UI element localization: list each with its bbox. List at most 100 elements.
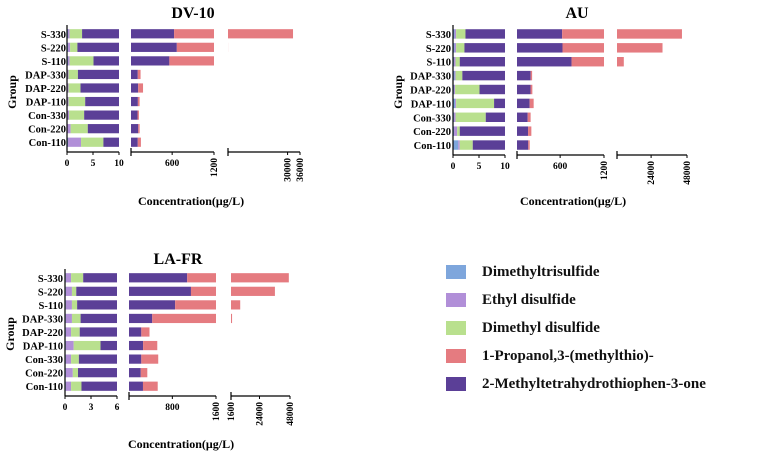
- bar-1-propanol-3-methylthio: [562, 29, 604, 39]
- bar-1-propanol-3-methylthio: [617, 29, 682, 39]
- category-label: DAP-330: [25, 70, 66, 81]
- panel-title: LA-FR: [154, 251, 203, 268]
- legend-swatch: [446, 349, 466, 363]
- legend-item: 2-Methyltetrahydrothiophen-3-one: [446, 370, 758, 398]
- bar-ethyl-disulfide: [68, 137, 82, 147]
- bar-ethyl-disulfide: [67, 110, 70, 120]
- bar-2-methyltetrahydrothiophen-3-one: [517, 70, 531, 81]
- legend: Dimethyltrisulfide Ethyl disulfide Dimet…: [446, 258, 758, 398]
- bar-ethyl-disulfide: [454, 29, 457, 39]
- bar-dimethyltrisulfide: [453, 29, 455, 39]
- bar-ethyl-disulfide: [65, 273, 72, 283]
- bar-2-methyltetrahydrothiophen-3-one: [79, 327, 117, 337]
- bar-1-propanol-3-methylthio: [231, 313, 233, 324]
- bar-ethyl-disulfide: [68, 29, 70, 39]
- bar-ethyl-disulfide: [65, 368, 73, 378]
- category-label: Con-330: [25, 355, 63, 366]
- bar-1-propanol-3-methylthio: [175, 300, 216, 310]
- bar-ethyl-disulfide: [68, 42, 71, 52]
- panel-title: AU: [565, 5, 589, 22]
- bar-dimethyl-disulfide: [456, 43, 465, 53]
- bar-1-propanol-3-methylthio: [137, 96, 140, 107]
- y-axis-label: Group: [391, 75, 405, 109]
- legend-item: Ethyl disulfide: [446, 286, 758, 314]
- bar-dimethyl-disulfide: [71, 273, 84, 283]
- category-label: DAP-110: [23, 342, 63, 353]
- bar-dimethyltrisulfide: [453, 140, 459, 150]
- bar-2-methyltetrahydrothiophen-3-one: [129, 327, 142, 337]
- bar-1-propanol-3-methylthio: [530, 84, 533, 95]
- bar-dimethyl-disulfide: [455, 70, 463, 81]
- panel-la-fr: LA-FR Group Concentration(μg/L) S-330 S-2…: [3, 251, 296, 451]
- bar-1-propanol-3-methylthio: [176, 42, 214, 52]
- y-axis-label: Group: [5, 75, 19, 109]
- bar-ethyl-disulfide: [454, 57, 456, 67]
- bar-2-methyltetrahydrothiophen-3-one: [77, 300, 117, 310]
- bar-dimethyl-disulfide: [72, 368, 78, 378]
- bar-dimethyltrisulfide: [453, 43, 455, 53]
- bar-2-methyltetrahydrothiophen-3-one: [517, 84, 531, 95]
- bar-dimethyl-disulfide: [68, 69, 78, 80]
- category-label: DAP-110: [26, 98, 66, 109]
- legend-swatch: [446, 377, 466, 391]
- legend-item: Dimethyl disulfide: [446, 314, 758, 342]
- bar-2-methyltetrahydrothiophen-3-one: [472, 140, 505, 150]
- bar-1-propanol-3-methylthio: [137, 69, 141, 80]
- bar-dimethyl-disulfide: [71, 354, 79, 364]
- legend-item: 1-Propanol,3-(methylthio)-: [446, 342, 758, 370]
- bar-1-propanol-3-methylthio: [141, 354, 159, 364]
- category-label: DAP-220: [410, 86, 451, 97]
- bar-1-propanol-3-methylthio: [617, 43, 663, 53]
- bar-1-propanol-3-methylthio: [187, 273, 216, 283]
- bar-1-propanol-3-methylthio: [528, 140, 530, 150]
- bar-2-methyltetrahydrothiophen-3-one: [103, 137, 119, 147]
- x-tick-label: 1200: [210, 158, 220, 177]
- bar-2-methyltetrahydrothiophen-3-one: [129, 286, 191, 296]
- category-label: S-220: [41, 43, 66, 54]
- bar-1-propanol-3-methylthio: [528, 126, 532, 136]
- bar-2-methyltetrahydrothiophen-3-one: [81, 381, 117, 391]
- x-tick-label: 0: [65, 159, 70, 169]
- bar-2-methyltetrahydrothiophen-3-one: [517, 126, 529, 136]
- bar-2-methyltetrahydrothiophen-3-one: [76, 286, 117, 296]
- bar-ethyl-disulfide: [65, 340, 74, 351]
- category-label: S-330: [41, 30, 66, 41]
- bar-2-methyltetrahydrothiophen-3-one: [131, 124, 139, 134]
- bar-1-propanol-3-methylthio: [190, 286, 216, 296]
- bar-2-methyltetrahydrothiophen-3-one: [129, 313, 153, 324]
- x-tick-label: 0: [63, 403, 68, 413]
- x-tick-label: 10: [500, 162, 510, 172]
- x-tick-label: 10: [114, 159, 124, 169]
- x-tick-label: 48000: [286, 402, 296, 426]
- bar-dimethyl-disulfide: [69, 110, 85, 120]
- x-tick-label: 1200: [600, 161, 610, 180]
- bar-2-methyltetrahydrothiophen-3-one: [129, 368, 141, 378]
- bar-2-methyltetrahydrothiophen-3-one: [93, 56, 119, 66]
- bar-dimethyl-disulfide: [69, 56, 94, 66]
- x-tick-label: 0: [451, 162, 456, 172]
- bar-1-propanol-3-methylthio: [137, 137, 141, 147]
- bar-ethyl-disulfide: [455, 98, 457, 109]
- bar-ethyl-disulfide: [65, 327, 72, 337]
- legend-swatch: [446, 321, 466, 335]
- bar-dimethyl-disulfide: [455, 57, 460, 67]
- bar-dimethyl-disulfide: [457, 126, 460, 136]
- bar-dimethyl-disulfide: [73, 340, 101, 351]
- category-label: S-220: [38, 287, 63, 298]
- x-tick-label: 48000: [683, 161, 693, 185]
- legend-swatch: [446, 265, 466, 279]
- bar-2-methyltetrahydrothiophen-3-one: [131, 83, 139, 93]
- x-tick-label: 600: [553, 162, 568, 172]
- category-label: Con-110: [29, 138, 66, 149]
- bar-ethyl-disulfide: [454, 126, 458, 136]
- bar-2-methyltetrahydrothiophen-3-one: [84, 110, 119, 120]
- bar-ethyl-disulfide: [454, 84, 456, 95]
- bar-ethyl-disulfide: [67, 124, 71, 134]
- bar-1-propanol-3-methylthio: [142, 381, 158, 391]
- category-label: DAP-330: [410, 72, 451, 83]
- bar-1-propanol-3-methylthio: [231, 273, 289, 283]
- bar-dimethyltrisulfide: [453, 98, 456, 109]
- bar-dimethyl-disulfide: [71, 313, 81, 324]
- category-label: S-110: [38, 301, 63, 312]
